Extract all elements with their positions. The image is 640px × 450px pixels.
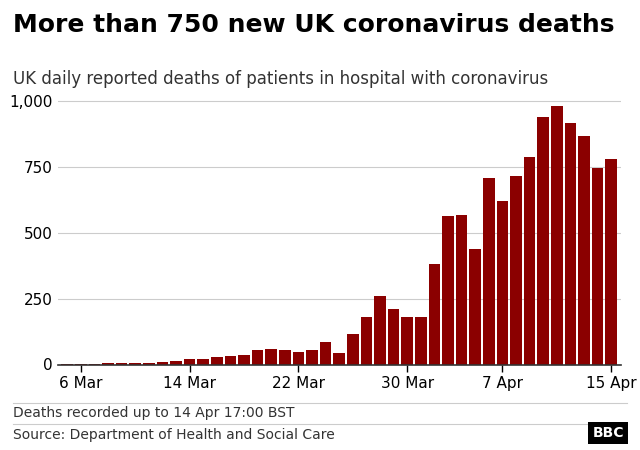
Text: Deaths recorded up to 14 Apr 17:00 BST: Deaths recorded up to 14 Apr 17:00 BST bbox=[13, 406, 294, 420]
Bar bbox=[333, 353, 345, 364]
Bar bbox=[564, 123, 576, 364]
Bar bbox=[184, 359, 195, 364]
Text: UK daily reported deaths of patients in hospital with coronavirus: UK daily reported deaths of patients in … bbox=[13, 70, 548, 88]
Bar bbox=[524, 158, 536, 364]
Bar bbox=[320, 342, 332, 365]
Bar bbox=[415, 317, 427, 365]
Bar bbox=[579, 136, 590, 365]
Bar bbox=[374, 296, 386, 364]
Bar bbox=[225, 356, 236, 364]
Bar bbox=[292, 352, 304, 365]
Bar bbox=[605, 159, 617, 364]
Bar bbox=[510, 176, 522, 364]
Bar bbox=[497, 201, 508, 364]
Bar bbox=[266, 350, 277, 365]
Bar bbox=[592, 168, 604, 364]
Bar bbox=[252, 350, 263, 365]
Bar bbox=[279, 350, 291, 365]
Bar bbox=[388, 310, 399, 364]
Bar bbox=[483, 178, 495, 364]
Bar bbox=[129, 363, 141, 365]
Bar bbox=[347, 334, 358, 365]
Bar bbox=[211, 356, 223, 365]
Bar bbox=[143, 363, 154, 365]
Bar bbox=[170, 361, 182, 365]
Bar bbox=[360, 317, 372, 364]
Bar bbox=[470, 249, 481, 364]
Bar bbox=[551, 106, 563, 364]
Bar bbox=[456, 215, 467, 364]
Bar bbox=[197, 359, 209, 364]
Text: Source: Department of Health and Social Care: Source: Department of Health and Social … bbox=[13, 428, 335, 441]
Bar bbox=[429, 264, 440, 364]
Text: BBC: BBC bbox=[593, 426, 624, 440]
Bar bbox=[306, 350, 318, 365]
Bar bbox=[157, 362, 168, 364]
Text: More than 750 new UK coronavirus deaths: More than 750 new UK coronavirus deaths bbox=[13, 14, 614, 37]
Bar bbox=[538, 117, 549, 364]
Bar bbox=[442, 216, 454, 364]
Bar bbox=[401, 317, 413, 365]
Bar bbox=[238, 356, 250, 364]
